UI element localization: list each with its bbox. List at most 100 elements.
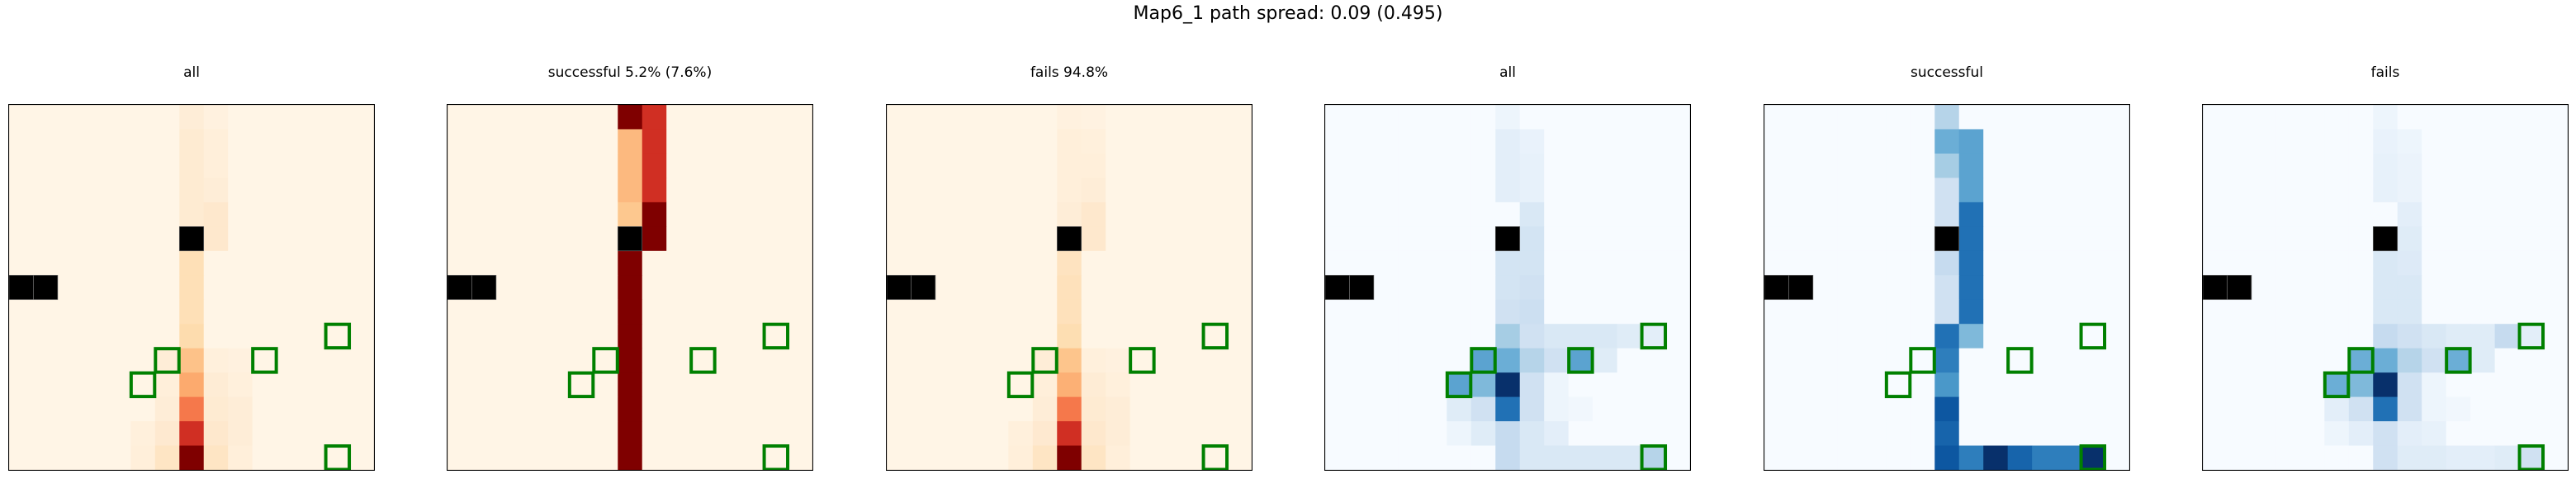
heatmap-cell — [520, 250, 546, 276]
heatmap-cell — [1470, 324, 1496, 349]
heatmap-cell — [1178, 421, 1204, 447]
heatmap-cell — [1129, 421, 1155, 447]
heatmap-cell — [935, 178, 960, 203]
heatmap-cell — [642, 372, 667, 398]
heatmap-cell — [983, 275, 1009, 301]
heatmap-cell — [739, 324, 765, 349]
heatmap-cell — [2494, 348, 2520, 373]
heatmap-cell — [1398, 153, 1423, 178]
heatmap-cell — [1203, 299, 1229, 325]
heatmap-cell — [252, 396, 277, 422]
heatmap-cell — [1934, 178, 1960, 203]
heatmap-cell — [447, 348, 472, 373]
heatmap-cell — [1519, 372, 1545, 398]
heatmap-cell — [1081, 348, 1106, 373]
heatmap-cell — [1106, 348, 1131, 373]
heatmap-cell — [1081, 202, 1106, 227]
heatmap-cell — [1617, 250, 1642, 276]
heatmap-cell — [106, 396, 131, 422]
heatmap-cell — [277, 299, 302, 325]
heatmap-cell — [1227, 372, 1252, 398]
heatmap-cell — [593, 421, 618, 447]
heatmap-cell — [1495, 105, 1521, 130]
heatmap-cell — [2422, 372, 2447, 398]
wall-cell — [1788, 274, 1814, 301]
heatmap-cell — [1154, 226, 1180, 252]
target-marker — [251, 347, 278, 374]
heatmap-cell — [349, 324, 375, 349]
heatmap-cell — [2299, 348, 2325, 373]
heatmap-cell — [1617, 372, 1642, 398]
heatmap-cell — [593, 105, 618, 130]
heatmap-cell — [1934, 250, 1960, 276]
heatmap-cell — [2227, 324, 2252, 349]
heatmap-cell — [2105, 299, 2130, 325]
heatmap-cell — [1447, 226, 1472, 252]
heatmap-cell — [887, 129, 912, 154]
heatmap-cell — [2446, 275, 2471, 301]
heatmap-cell — [154, 202, 180, 227]
heatmap-cell — [1886, 129, 1911, 154]
panel-title: fails 94.8% — [1030, 64, 1109, 81]
heatmap-cell — [544, 299, 570, 325]
heatmap-cell — [2324, 421, 2350, 447]
heatmap-cell — [1764, 129, 1789, 154]
heatmap-cell — [447, 299, 472, 325]
heatmap-cell — [349, 348, 375, 373]
heatmap-cell — [2373, 372, 2398, 398]
heatmap-cell — [911, 105, 936, 130]
heatmap-cell — [1958, 396, 1984, 422]
heatmap-cell — [1349, 299, 1375, 325]
heatmap-cell — [57, 129, 83, 154]
axes-frame — [447, 104, 813, 471]
heatmap-cell — [2494, 202, 2520, 227]
heatmap-cell — [325, 348, 351, 373]
heatmap-cell — [1325, 105, 1350, 130]
heatmap-cell — [1470, 348, 1496, 373]
heatmap-cell — [349, 275, 375, 301]
heatmap-cell — [788, 299, 813, 325]
heatmap-cell — [2494, 275, 2520, 301]
heatmap-cell — [1325, 396, 1350, 422]
heatmap-cell — [2397, 178, 2422, 203]
panel-title: all — [1499, 64, 1516, 81]
target-marker — [1567, 347, 1594, 374]
heatmap-cell — [642, 178, 667, 203]
heatmap-cell — [1641, 324, 1667, 349]
heatmap-cell — [1812, 396, 1838, 422]
heatmap-cell — [106, 348, 131, 373]
heatmap-cell — [1812, 299, 1838, 325]
heatmap-cell — [1349, 153, 1375, 178]
heatmap-cell — [106, 275, 131, 301]
heatmap-cell — [1422, 105, 1447, 130]
heatmap-cell — [2032, 396, 2057, 422]
heatmap-cell — [1373, 226, 1399, 252]
heatmap-cell — [2494, 445, 2520, 471]
heatmap-cell — [2348, 445, 2374, 471]
heatmap-cell — [57, 178, 83, 203]
heatmap-cell — [82, 226, 107, 252]
heatmap-cell — [1617, 202, 1642, 227]
heatmap-cell — [1178, 105, 1204, 130]
heatmap-cell — [495, 250, 521, 276]
heatmap-cell — [2299, 178, 2325, 203]
heatmap-cell — [2324, 129, 2350, 154]
heatmap-cell — [593, 324, 618, 349]
heatmap-cell — [1544, 250, 1570, 276]
heatmap-cell — [2251, 202, 2276, 227]
heatmap-cell — [2056, 445, 2081, 471]
heatmap-cell — [130, 396, 156, 422]
heatmap-cell — [1203, 421, 1229, 447]
heatmap-cell — [1106, 226, 1131, 252]
heatmap-cell — [593, 250, 618, 276]
heatmap-cell — [1910, 226, 1935, 252]
heatmap-cell — [983, 421, 1009, 447]
heatmap-cell — [1983, 153, 2009, 178]
heatmap-cell — [1154, 372, 1180, 398]
heatmap-cell — [203, 153, 229, 178]
heatmap-cell — [1812, 202, 1838, 227]
heatmap-cell — [788, 129, 813, 154]
heatmap-cell — [2494, 178, 2520, 203]
heatmap-cell — [1519, 153, 1545, 178]
heatmap-cell — [2519, 250, 2545, 276]
